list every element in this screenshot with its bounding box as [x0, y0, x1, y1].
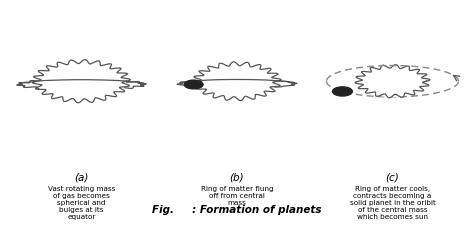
Text: Fig.     : Formation of planets: Fig. : Formation of planets: [152, 204, 322, 214]
Text: Ring of matter flung
off from central
mass: Ring of matter flung off from central ma…: [201, 185, 273, 205]
Circle shape: [332, 87, 352, 97]
Text: (a): (a): [74, 171, 89, 181]
Circle shape: [37, 62, 125, 102]
Circle shape: [198, 64, 276, 100]
Text: Ring of matter cools,
contracts becoming a
solid planet in the oribit
of the cen: Ring of matter cools, contracts becoming…: [349, 185, 436, 219]
Text: (b): (b): [230, 171, 244, 181]
Text: Vast rotating mass
of gas becomes
spherical and
bulges at its
equator: Vast rotating mass of gas becomes spheri…: [48, 185, 115, 219]
Circle shape: [359, 67, 426, 97]
Text: (c): (c): [386, 171, 400, 181]
Circle shape: [184, 81, 203, 89]
